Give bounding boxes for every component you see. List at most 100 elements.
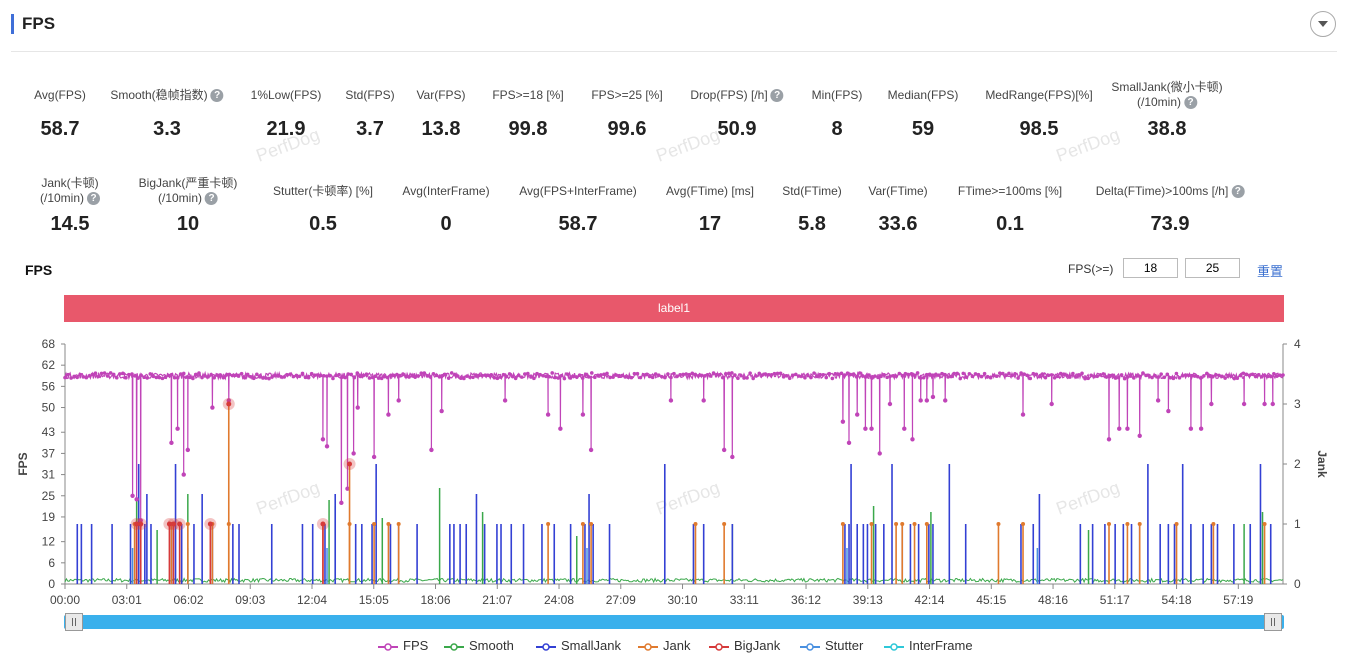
fps-dip-point: [185, 447, 191, 453]
reset-button[interactable]: 重置: [1257, 264, 1284, 279]
fps-point: [343, 375, 347, 380]
metric-label: Drop(FPS) [/h]?: [690, 88, 784, 103]
fps-point: [194, 372, 198, 377]
legend-swatch-icon: [884, 642, 904, 651]
jank-point: [372, 522, 377, 526]
legend-swatch-icon: [709, 642, 729, 651]
legend-item-smalljank[interactable]: SmallJank: [536, 638, 621, 653]
help-icon[interactable]: ?: [1184, 96, 1198, 110]
slider-handle-right[interactable]: [1264, 613, 1282, 631]
metric-value: 3.7: [356, 118, 384, 140]
fps-point: [1256, 373, 1261, 377]
bigjank-point: [170, 521, 176, 527]
collapse-button[interactable]: [1310, 11, 1336, 37]
fps-point: [407, 375, 411, 379]
fps-point: [1189, 373, 1194, 378]
fps-point: [1092, 374, 1097, 379]
legend-item-bigjank[interactable]: BigJank: [709, 638, 780, 653]
fps-point: [139, 373, 143, 378]
fps-point: [1065, 373, 1069, 378]
metric-label: Avg(InterFrame): [402, 184, 489, 199]
fps-point: [337, 372, 341, 377]
fps-point: [474, 373, 478, 377]
fps-point: [148, 372, 153, 376]
fps-point: [723, 372, 728, 376]
legend-item-smooth[interactable]: Smooth: [444, 638, 514, 653]
fps-dip-point: [175, 426, 180, 431]
time-range-slider[interactable]: [64, 615, 1284, 629]
fps-point: [370, 375, 375, 380]
fps-point: [766, 373, 771, 377]
fps-point: [1195, 374, 1200, 379]
legend-item-fps[interactable]: FPS: [378, 638, 428, 653]
fps-point: [349, 372, 354, 377]
fps-point: [331, 376, 335, 381]
fps-point: [1052, 375, 1057, 380]
fps-point: [133, 374, 137, 378]
fps-point: [803, 375, 807, 380]
fps-dip-point: [226, 398, 231, 403]
metric-value: 33.6: [878, 213, 918, 235]
fps-point: [1235, 376, 1240, 381]
fps-point: [160, 376, 165, 381]
metric-label-text: Std(FPS): [345, 88, 395, 102]
header-divider: [11, 51, 1337, 52]
fps-point: [325, 374, 329, 378]
fps-point: [979, 374, 984, 379]
legend-label: Jank: [663, 638, 691, 653]
fps-point: [1217, 373, 1221, 378]
fps-point: [1116, 375, 1121, 380]
metric-value: 14.5: [50, 213, 90, 235]
fps-threshold-input-1[interactable]: [1123, 258, 1178, 278]
fps-point: [255, 372, 259, 377]
fps-point: [1165, 372, 1170, 377]
fps-point: [1004, 373, 1008, 378]
legend-item-stutter[interactable]: Stutter: [800, 638, 863, 653]
jank-point: [869, 522, 874, 526]
fps-point: [1278, 373, 1282, 377]
fps-point: [851, 372, 856, 376]
legend-swatch-icon: [378, 642, 398, 651]
metric-value: 50.9: [717, 118, 757, 140]
fps-point: [1089, 373, 1093, 378]
fps-threshold-label: FPS(>=): [1068, 262, 1114, 276]
fps-point: [617, 373, 621, 378]
help-icon[interactable]: ?: [770, 89, 784, 103]
fps-point: [1186, 373, 1191, 378]
help-icon[interactable]: ?: [1231, 185, 1245, 199]
slider-handle-left[interactable]: [65, 613, 83, 631]
help-icon[interactable]: ?: [87, 192, 101, 206]
legend-label: SmallJank: [561, 638, 621, 653]
y-left-tick-label: 37: [42, 446, 56, 460]
fps-threshold-input-2[interactable]: [1185, 258, 1240, 278]
fps-point: [635, 371, 640, 376]
metric-label: Avg(FPS+InterFrame): [519, 184, 636, 199]
fps-point: [702, 374, 707, 378]
fps-point: [547, 374, 551, 379]
metric-label: Delta(FTime)>100ms [/h]?: [1096, 184, 1245, 199]
help-icon[interactable]: ?: [210, 89, 224, 103]
fps-point: [376, 376, 381, 380]
fps-point: [903, 371, 908, 376]
fps-point: [124, 375, 128, 380]
fps-dip-point: [351, 451, 356, 456]
metric-label: SmallJank(微小卡顿) (/10min)?: [1111, 80, 1223, 110]
help-icon[interactable]: ?: [205, 192, 218, 206]
legend-item-jank[interactable]: Jank: [638, 638, 690, 653]
legend-item-interframe[interactable]: InterFrame: [884, 638, 973, 653]
fps-point: [1223, 376, 1227, 380]
fps-point: [1058, 371, 1063, 376]
legend-swatch-icon: [800, 642, 820, 651]
metric-label: Var(FTime): [868, 184, 927, 199]
metric-label-text: Std(FTime): [782, 184, 842, 198]
fps-point: [882, 372, 886, 377]
legend-swatch-icon: [638, 642, 658, 651]
fps-point: [708, 374, 713, 378]
fps-dip-point: [1198, 426, 1204, 431]
fps-point: [279, 375, 283, 379]
fps-point: [879, 374, 883, 379]
fps-point: [669, 375, 673, 380]
label-band[interactable]: label1: [64, 295, 1284, 322]
metric-label: Var(FPS): [416, 88, 465, 103]
